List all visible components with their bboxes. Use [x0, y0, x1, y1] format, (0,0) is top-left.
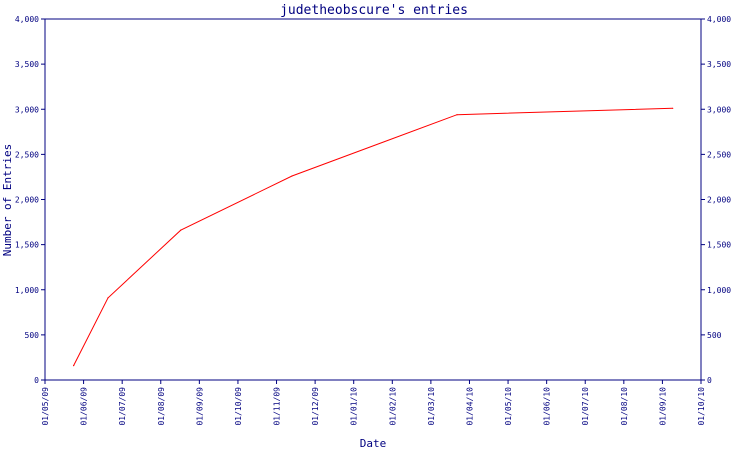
data-point [456, 114, 458, 116]
x-tick-label: 01/10/10 [697, 387, 706, 426]
y-tick-label: 2,000 [15, 196, 39, 205]
series-line [73, 107, 673, 366]
data-point [180, 229, 182, 231]
x-tick-label: 01/04/10 [465, 387, 474, 426]
x-tick-label: 01/05/09 [41, 387, 50, 426]
x-tick-label: 01/06/10 [543, 387, 552, 426]
x-tick-label: 01/07/10 [581, 387, 590, 426]
y-tick-label: 2,500 [15, 150, 39, 159]
data-point [291, 175, 293, 177]
plot-frame [44, 18, 702, 381]
x-tick-label: 01/11/09 [273, 387, 282, 426]
y-tick-label: 0 [34, 376, 39, 385]
data-point [672, 107, 674, 109]
x-tick-label: 01/09/09 [195, 387, 204, 426]
x-tick-label: 01/06/09 [80, 387, 89, 426]
y-tick-label: 1,000 [15, 286, 39, 295]
y-tick-label-right: 3,000 [707, 105, 731, 114]
y-tick-label-right: 4,000 [707, 15, 731, 24]
x-tick-label: 01/01/10 [350, 387, 359, 426]
y-tick-label-right: 2,000 [707, 196, 731, 205]
x-tick-label: 01/07/09 [118, 387, 127, 426]
x-tick-label: 01/05/10 [504, 387, 513, 426]
y-tick-label: 4,000 [15, 15, 39, 24]
data-point [107, 297, 109, 299]
y-tick-label-right: 3,500 [707, 60, 731, 69]
y-tick-label-right: 1,500 [707, 241, 731, 250]
y-tick-label-right: 500 [707, 331, 722, 340]
x-tick-label: 01/08/09 [157, 387, 166, 426]
x-tick-label: 01/03/10 [427, 387, 436, 426]
y-tick-label: 1,500 [15, 241, 39, 250]
y-axis-left: 0 500 1,000 1,500 2,000 2,500 3,000 3,500 4,000 [15, 15, 45, 385]
x-axis-label: Date [360, 437, 387, 450]
y-tick-label-right: 2,500 [707, 150, 731, 159]
y-tick-label-right: 0 [707, 376, 712, 385]
x-tick-label: 01/02/10 [388, 387, 397, 426]
y-tick-label: 500 [25, 331, 40, 340]
y-tick-label: 3,000 [15, 105, 39, 114]
chart-title: judetheobscure's entries [280, 3, 468, 18]
data-point [73, 365, 75, 367]
x-axis: 01/05/09 01/06/09 01/07/09 01/08/09 01/09/09… [41, 380, 706, 426]
y-axis-label: Number of Entries [1, 144, 14, 257]
x-tick-label: 01/10/09 [234, 387, 243, 426]
y-tick-label: 3,500 [15, 60, 39, 69]
y-axis-right: 0 500 1,000 1,500 2,000 2,500 3,000 3,500 4,000 [701, 15, 731, 385]
x-tick-label: 01/12/09 [311, 387, 320, 426]
series-layer [73, 107, 674, 367]
y-tick-label-right: 1,000 [707, 286, 731, 295]
x-tick-label: 01/08/10 [620, 387, 629, 426]
x-tick-label: 01/09/10 [658, 387, 667, 426]
